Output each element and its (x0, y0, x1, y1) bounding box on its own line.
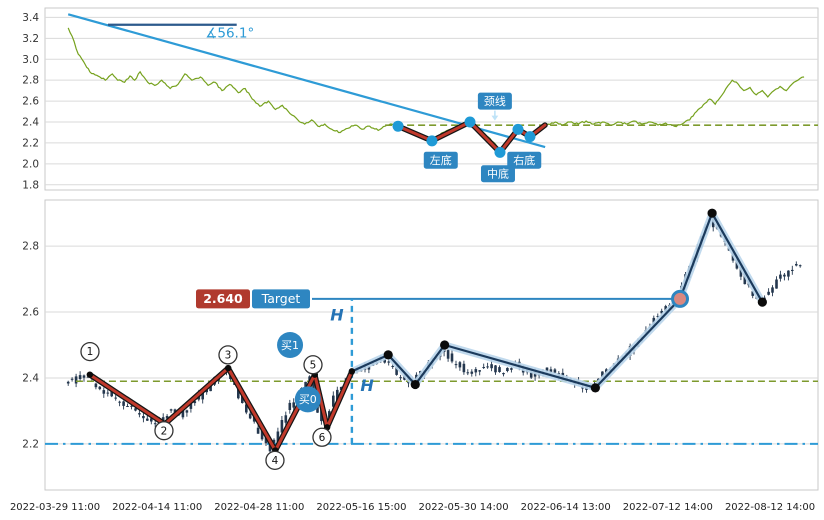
bottom-panel[interactable]: 2.2 2.4 2.6 2.8 H H 1 2 3 4 5 6 Target 2.640 买1 买0 (22, 199, 819, 491)
height-label: H (360, 376, 374, 395)
x-tick-label: 2022-08-12 14:00 (725, 502, 815, 513)
pattern-point-dot[interactable] (512, 123, 524, 135)
y-tick-label: 3.4 (22, 12, 39, 24)
target-label-text: Target (261, 291, 301, 306)
height-label: H (330, 305, 344, 324)
top-panel[interactable]: 1.8 2.0 2.2 2.4 2.6 2.8 3.0 3.2 3.4 ∡56.1° 颈线左底中底右… (22, 7, 819, 191)
y-tick-label: 3.0 (22, 54, 39, 66)
pattern-label-box[interactable] (480, 165, 515, 183)
y-tick-label: 2.8 (22, 241, 39, 253)
bottom-plot-area[interactable] (44, 199, 819, 491)
swing-dot (757, 297, 767, 307)
x-tick-label: 2022-03-29 11:00 (10, 502, 100, 513)
pattern-label-text: 颈线 (484, 94, 506, 108)
swing-number-circle[interactable] (80, 341, 100, 362)
target-hit-ring-dot (671, 289, 690, 308)
y-tick-label: 2.2 (22, 438, 39, 450)
x-axis: 2022-03-29 11:00 2022-04-14 11:00 2022-04-… (10, 502, 815, 513)
swing-dot (590, 383, 600, 393)
pattern-label-text: 右底 (513, 153, 535, 167)
swing-number-text: 4 (272, 455, 279, 467)
swing-number-text: 6 (319, 432, 326, 444)
x-tick-label: 2022-04-14 11:00 (112, 502, 202, 513)
x-tick-label: 2022-05-30 14:00 (419, 502, 509, 513)
pattern-point-dot[interactable] (464, 116, 476, 128)
y-tick-label: 2.4 (22, 117, 39, 129)
pattern-point-dot[interactable] (392, 120, 404, 132)
target-price-text: 2.640 (203, 291, 243, 306)
swing-number-text: 5 (310, 359, 317, 371)
swing-number-circle[interactable] (303, 355, 323, 375)
buy-marker-text: 买0 (299, 393, 317, 406)
x-tick-label: 2022-07-12 14:00 (623, 502, 713, 513)
y-tick-label: 2.4 (22, 372, 39, 384)
label-arrowhead-icon (491, 115, 499, 121)
zigzag-vertex-dot (86, 371, 94, 378)
swing-number-text: 1 (87, 346, 94, 358)
pattern-point-dot[interactable] (524, 131, 536, 143)
y-tick-label: 2.0 (22, 158, 39, 170)
zigzag-vertex-dot (348, 368, 356, 375)
y-tick-label: 1.8 (22, 179, 39, 191)
target-price-box[interactable] (195, 289, 250, 309)
x-tick-label: 2022-05-16 15:00 (316, 502, 406, 513)
target-label-box[interactable] (251, 289, 310, 309)
pattern-label-box[interactable] (423, 151, 458, 169)
pattern-label-text: 左底 (430, 153, 452, 167)
swing-number-circle[interactable] (154, 421, 174, 441)
swing-number-text: 2 (161, 425, 168, 437)
pattern-label-box[interactable] (477, 92, 512, 110)
pattern-label-box[interactable] (507, 151, 542, 169)
pattern-label-text: 中底 (487, 167, 509, 181)
swing-number-circle[interactable] (265, 450, 285, 470)
pattern-point-dot[interactable] (494, 146, 506, 158)
x-tick-label: 2022-04-28 11:00 (214, 502, 304, 513)
swing-dot (410, 379, 420, 390)
swing-line (351, 212, 764, 389)
swing-dot (383, 350, 393, 360)
y-tick-label: 3.2 (22, 33, 39, 45)
buy-marker-text: 买1 (281, 339, 299, 352)
y-tick-label: 2.6 (22, 307, 39, 319)
swing-number-circle[interactable] (218, 345, 238, 365)
angle-label: ∡56.1° (205, 26, 254, 42)
swing-dot (440, 340, 450, 350)
pattern-point-dot[interactable] (426, 135, 438, 147)
swing-dot (707, 208, 717, 218)
zigzag-vertex-dot (225, 364, 232, 372)
buy-marker[interactable] (294, 386, 321, 413)
x-tick-label: 2022-06-14 13:00 (521, 502, 611, 513)
buy-marker[interactable] (277, 332, 304, 358)
y-tick-label: 2.8 (22, 75, 39, 87)
y-tick-label: 2.2 (22, 137, 39, 149)
swing-number-text: 3 (225, 349, 232, 361)
y-tick-label: 2.6 (22, 96, 39, 108)
swing-number-circle[interactable] (312, 427, 332, 447)
